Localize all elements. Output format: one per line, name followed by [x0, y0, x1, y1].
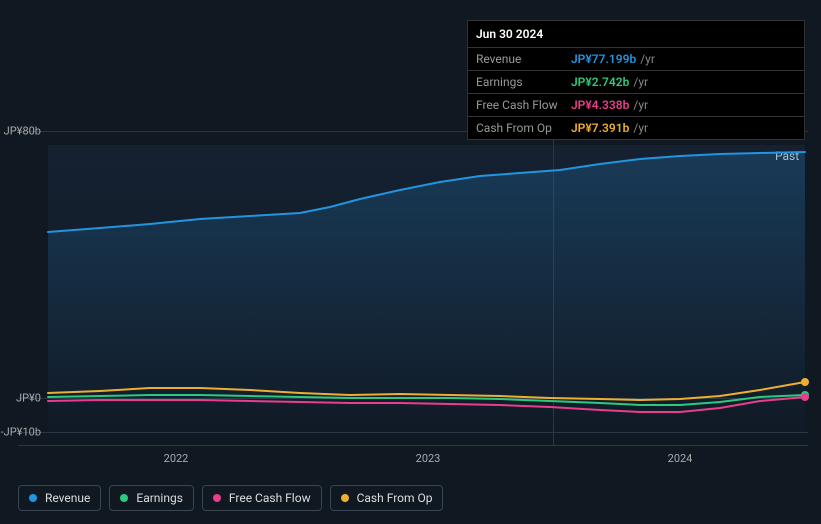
tooltip-row-value: JP¥7.391b [571, 121, 629, 135]
series-end-dot [801, 393, 809, 401]
tooltip-row-label: Revenue [476, 52, 571, 66]
y-tick-label: -JP¥10b [1, 426, 41, 439]
legend-dot-icon [120, 494, 128, 502]
legend-dot-icon [29, 494, 37, 502]
legend-item-free_cash_flow[interactable]: Free Cash Flow [202, 485, 322, 511]
tooltip-row: EarningsJP¥2.742b/yr [468, 71, 804, 94]
legend-label: Earnings [136, 491, 183, 505]
legend-label: Free Cash Flow [229, 491, 311, 505]
y-tick-label: JP¥0 [16, 392, 41, 405]
legend-dot-icon [341, 494, 349, 502]
legend-item-revenue[interactable]: Revenue [18, 485, 101, 511]
tooltip-row: Free Cash FlowJP¥4.338b/yr [468, 94, 804, 117]
tooltip-row-label: Earnings [476, 75, 571, 89]
legend-dot-icon [213, 494, 221, 502]
y-tick-label: JP¥80b [4, 125, 41, 138]
tooltip-row-unit: /yr [633, 98, 648, 112]
legend-label: Cash From Op [357, 491, 433, 505]
tooltip-row-value: JP¥2.742b [571, 75, 629, 89]
tooltip-row-unit: /yr [633, 75, 648, 89]
legend-label: Revenue [45, 491, 90, 505]
tooltip-row-value: JP¥77.199b [571, 52, 636, 66]
tooltip-date: Jun 30 2024 [468, 21, 804, 48]
x-tick-label: 2022 [164, 452, 189, 465]
tooltip-row: Cash From OpJP¥7.391b/yr [468, 117, 804, 139]
x-tick-label: 2024 [668, 452, 693, 465]
x-axis-baseline [18, 445, 808, 446]
series-end-dot [801, 378, 809, 386]
chart-tooltip: Jun 30 2024 RevenueJP¥77.199b/yrEarnings… [467, 20, 805, 140]
tooltip-row: RevenueJP¥77.199b/yr [468, 48, 804, 71]
plot-background [48, 145, 805, 445]
tooltip-row-label: Cash From Op [476, 121, 571, 135]
tooltip-row-value: JP¥4.338b [571, 98, 629, 112]
gridline-0 [18, 398, 808, 399]
tooltip-row-label: Free Cash Flow [476, 98, 571, 112]
tooltip-row-unit: /yr [640, 52, 655, 66]
legend-item-earnings[interactable]: Earnings [109, 485, 194, 511]
legend-item-cash_from_op[interactable]: Cash From Op [330, 485, 444, 511]
chart-legend: Revenue Earnings Free Cash Flow Cash From O… [18, 485, 443, 511]
gridline-n10b [18, 432, 808, 433]
x-tick-label: 2023 [416, 452, 441, 465]
tooltip-row-unit: /yr [633, 121, 648, 135]
past-label: Past [775, 149, 799, 163]
financials-chart: JP¥80b JP¥0 -JP¥10b 2022 2023 2024 Past … [0, 0, 821, 524]
